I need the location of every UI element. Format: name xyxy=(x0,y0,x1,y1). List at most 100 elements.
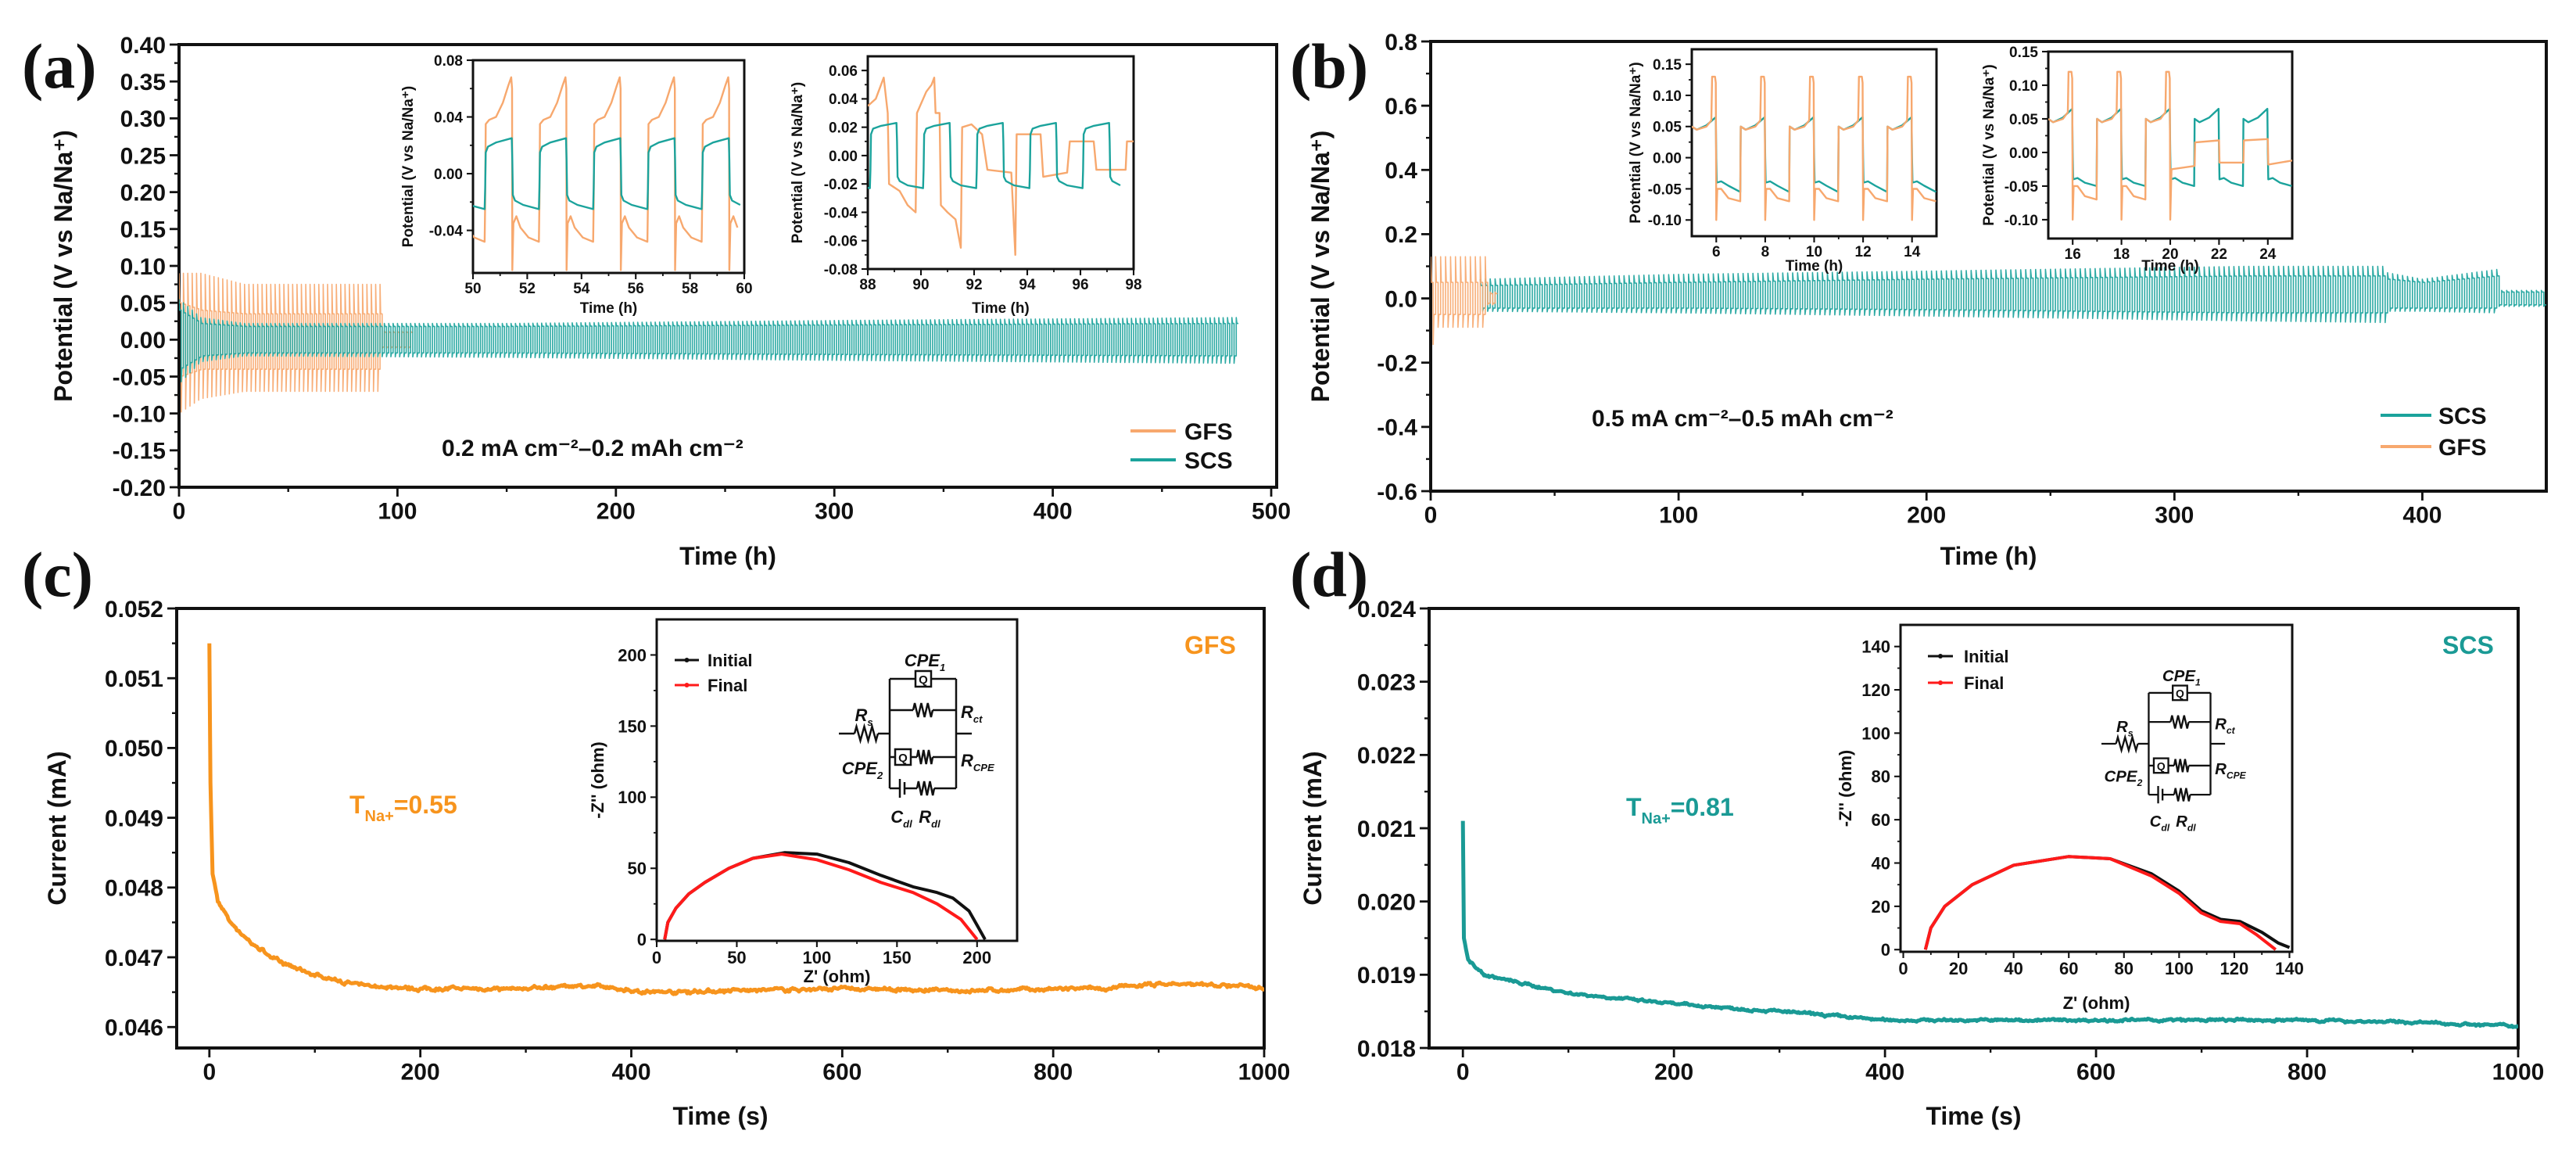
circuit-label: Rct xyxy=(961,702,983,725)
x-tick-label: 200 xyxy=(1907,503,1946,529)
x-axis-title: Time (h) xyxy=(1940,542,2037,570)
transference-symbol: T xyxy=(1626,793,1642,821)
series-line-gfs xyxy=(207,643,1264,996)
x-tick-label: 90 xyxy=(912,277,929,293)
inset-series-scs xyxy=(868,122,1121,189)
inset-background xyxy=(473,60,744,273)
y-tick-label: 0 xyxy=(637,930,647,949)
resistor-rdl-icon xyxy=(915,781,936,796)
y-tick-label: 0.10 xyxy=(2009,78,2038,95)
legend-label: Initial xyxy=(1964,647,2008,666)
x-tick-label: 600 xyxy=(2076,1060,2116,1086)
plot-frame xyxy=(655,618,1019,942)
circuit-label-main: CPE xyxy=(2105,767,2138,785)
x-tick-label: 12 xyxy=(1855,244,1872,260)
circuit-label-sub: ct xyxy=(2227,725,2236,736)
circuit-label: CPE2 xyxy=(2105,767,2143,788)
y-tick-label: 0.0 xyxy=(1385,286,1417,312)
circuit-label-main: CPE xyxy=(905,651,941,670)
y-tick-label: 0.30 xyxy=(120,106,166,132)
y-tick-label: 0.00 xyxy=(829,149,858,165)
y-tick-label: 0.10 xyxy=(1653,88,1682,105)
y-tick-label: 200 xyxy=(618,645,647,665)
y-tick-label: 0.00 xyxy=(2009,145,2038,162)
circuit-label-sub: CPE xyxy=(973,762,994,773)
series-layer xyxy=(1460,820,2518,1029)
resistor-rcpe-icon xyxy=(2173,759,2190,773)
transference-subscript: Na+ xyxy=(1642,810,1671,827)
circuit-label: Rct xyxy=(2215,715,2235,736)
y-tick-label: 0.050 xyxy=(105,736,163,762)
y-axis-title: Potential (V vs Na/Na⁺) xyxy=(49,130,77,402)
y-tick-label: 0.00 xyxy=(120,328,166,353)
x-tick-label: 300 xyxy=(2155,503,2194,529)
legend-label: GFS xyxy=(1184,419,1233,445)
resistor-rct-icon xyxy=(2169,715,2190,729)
circuit-label-main: R xyxy=(961,751,973,770)
x-tick-label: 100 xyxy=(803,948,832,967)
y-tick-label: -0.6 xyxy=(1377,479,1417,505)
y-tick-label: 0.15 xyxy=(2009,45,2038,61)
circuit-label: Rdl xyxy=(919,807,940,830)
y-tick-label: 0.25 xyxy=(120,143,166,169)
y-tick-label: 0.06 xyxy=(829,63,858,80)
panel-label: (d) xyxy=(1290,539,1368,610)
y-tick-label: -0.15 xyxy=(113,439,166,465)
inset-series-layer xyxy=(2048,70,2292,221)
transference-value: =0.81 xyxy=(1671,793,1734,821)
panel-b: (b) -0.6 -0.4 -0.2 0.0 0.2 0.4 0.6 0.8 0 100 200 300… xyxy=(1290,30,2548,570)
y-tick-label: 20 xyxy=(1872,897,1890,917)
circuit-label: RCPE xyxy=(961,751,994,773)
x-axis-title: Time (h) xyxy=(580,300,638,317)
circuit-label-sub: dl xyxy=(931,818,940,830)
x-tick-label: 120 xyxy=(2220,959,2249,978)
series-line-scs xyxy=(1479,265,2546,324)
circuit-label-sub: dl xyxy=(903,818,912,830)
x-tick-label: 24 xyxy=(2259,246,2277,263)
y-axis-title: -Z'' (ohm) xyxy=(1836,750,1855,827)
y-tick-label: 0.08 xyxy=(434,53,463,70)
y-tick-label: 0.04 xyxy=(434,109,463,126)
series-line-scs xyxy=(1460,820,2518,1029)
circuit-label-main: R xyxy=(2215,715,2227,733)
circuit-label: Rdl xyxy=(2176,813,2196,834)
condition-annotation: 0.5 mA cm⁻²–0.5 mAh cm⁻² xyxy=(1592,406,1893,432)
circuit-node xyxy=(2148,692,2212,795)
y-tick-label: 0.048 xyxy=(105,876,163,902)
circuit-label-sub: dl xyxy=(2187,823,2196,834)
y-tick-label: 0.04 xyxy=(829,92,858,108)
y-tick-label: 120 xyxy=(1861,680,1890,700)
series-layer xyxy=(207,643,1264,996)
legend-marker xyxy=(684,658,690,662)
y-axis-title: Potential (V vs Na/Na⁺) xyxy=(790,82,806,243)
x-tick-label: 200 xyxy=(1654,1060,1693,1086)
cpe-box-icon xyxy=(914,669,933,688)
y-tick-label: -0.4 xyxy=(1377,415,1417,441)
circuit-label-sub: 2 xyxy=(876,770,883,781)
legend-label: SCS xyxy=(1184,448,1233,474)
y-tick-label: 0.35 xyxy=(120,70,166,95)
circuit-label-main: R xyxy=(2116,718,2128,736)
x-tick-label: 20 xyxy=(1949,959,1968,978)
y-tick-label: 0.023 xyxy=(1357,669,1416,695)
x-tick-label: 140 xyxy=(2275,959,2304,978)
x-tick-label: 0 xyxy=(173,499,186,525)
inset-plot: -0.04 0.00 0.04 0.08 50 52 54 56 58 60 Time (h) Pot… xyxy=(400,53,753,317)
x-tick-label: 50 xyxy=(464,281,481,297)
x-axis-title: Time (h) xyxy=(1786,258,1843,275)
y-tick-label: -0.10 xyxy=(2005,213,2038,229)
y-tick-label: 0.047 xyxy=(105,946,163,971)
y-tick-label: 0.10 xyxy=(120,254,166,280)
x-tick-label: 60 xyxy=(736,281,752,297)
x-tick-label: 100 xyxy=(1659,503,1698,529)
transference-number: TNa+=0.55 xyxy=(349,791,457,825)
series-line-scs xyxy=(179,299,1239,382)
circuit-label-main: CPE xyxy=(2162,667,2196,685)
legend-marker xyxy=(684,683,690,687)
circuit-label: CPE1 xyxy=(2162,667,2201,688)
y-tick-label: 0.018 xyxy=(1357,1036,1416,1062)
inset-background xyxy=(1901,625,2292,952)
y-tick-label: 140 xyxy=(1861,637,1890,657)
x-axis-title: Z' (ohm) xyxy=(2063,993,2130,1013)
circuit-label-main: CPE xyxy=(842,759,879,778)
